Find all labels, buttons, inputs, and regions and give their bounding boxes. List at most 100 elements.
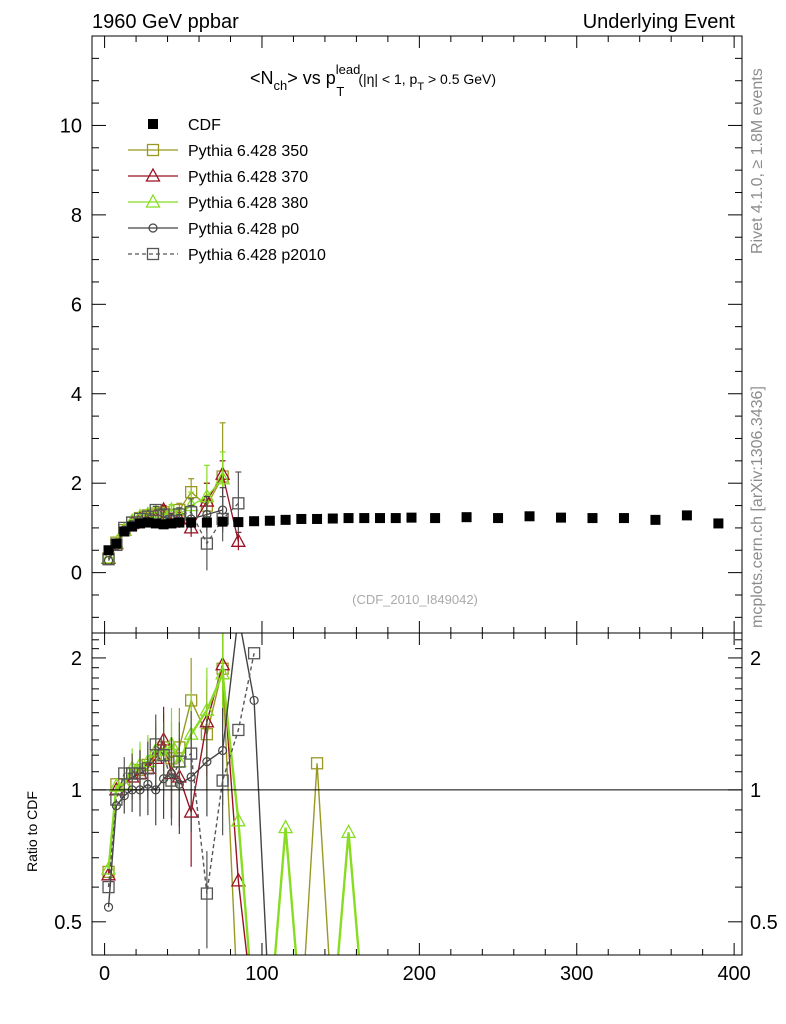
cdf-data-point [201, 517, 212, 528]
ratio-data-point [102, 880, 115, 894]
ratio-data-point [216, 774, 229, 787]
main-y-tick-label: 10 [60, 115, 82, 137]
cdf-data-point [713, 518, 724, 529]
ratio-data-point [232, 723, 245, 737]
ratio-data-point [119, 791, 129, 801]
cdf-data-point [150, 518, 161, 529]
ratio-data-point [110, 793, 123, 806]
cdf-data-point [681, 510, 692, 521]
cdf-data-point [166, 518, 177, 529]
x-tick-label: 400 [717, 963, 750, 985]
ratio-y-tick-label-left: 0.5 [54, 912, 82, 934]
ratio-panel-plot-area [100, 633, 361, 955]
legend-entry-6: Pythia 6.428 p2010 [128, 247, 326, 264]
cdf-data-point [296, 513, 307, 524]
cdf-data-point [186, 517, 197, 528]
main-y-tick-label: 2 [71, 473, 82, 495]
legend-label: CDF [188, 117, 221, 134]
cdf-data-point [493, 513, 504, 524]
title-sup-lead: lead [336, 62, 361, 77]
legend-entry-4: Pythia 6.428 380 [128, 193, 308, 212]
ratio-data-point [202, 757, 212, 767]
cdf-data-point [390, 513, 401, 524]
analysis-watermark: (CDF_2010_I849042) [352, 592, 478, 607]
main-y-tick-label: 4 [71, 384, 82, 406]
main-series-cdf [103, 510, 724, 556]
cdf-data-point [461, 512, 472, 523]
main-data-point [230, 532, 246, 547]
cdf-data-point [524, 511, 535, 522]
main-data-point [200, 537, 214, 550]
ratio-series-line [107, 668, 330, 955]
legend-marker [145, 193, 161, 208]
main-y-tick-label: 0 [71, 563, 82, 585]
legend-label: Pythia 6.428 380 [188, 195, 308, 212]
legend-entry-1: CDF [148, 117, 221, 134]
axes: 0 100 200 300 400 0 2 4 6 8 10 0.5 0.5 1 1 2 2 [54, 35, 778, 985]
main-panel-plot-area [100, 422, 724, 571]
main-y-tick-label: 8 [71, 205, 82, 227]
legend-entry-3: Pythia 6.428 370 [128, 167, 308, 186]
ratio-data-point [141, 762, 155, 775]
ratio-data-point [249, 695, 259, 706]
header-right: Underlying Event [583, 11, 736, 33]
legend-entry-2: Pythia 6.428 350 [128, 143, 308, 160]
x-tick-label: 200 [403, 963, 436, 985]
cdf-data-point [119, 526, 130, 537]
chart-title: <Nch> vs plead T(|η| < 1, pT > 0.5 GeV) [250, 62, 496, 99]
title-mid: > vs p [287, 68, 336, 88]
ratio-data-point [200, 887, 214, 900]
ratio-y-tick-label-right: 2 [750, 648, 761, 670]
cdf-data-point [375, 513, 386, 524]
ratio-series-line [107, 664, 248, 955]
ratio-series-5 [102, 647, 261, 949]
ratio-panel-frame [91, 632, 743, 956]
main-y-tick-label: 6 [71, 294, 82, 316]
ratio-series-3 [100, 633, 361, 955]
cdf-data-point [142, 517, 153, 528]
x-tick-label: 100 [245, 963, 278, 985]
cdf-data-point [158, 519, 169, 530]
cdf-data-point [618, 513, 629, 524]
main-data-point [232, 497, 245, 510]
title-sub-t: T [336, 84, 344, 99]
legend: CDF Pythia 6.428 350 Pythia 6.428 370 Pythi… [128, 117, 326, 264]
ratio-data-point [215, 665, 231, 680]
ratio-y-tick-label-left: 1 [71, 780, 82, 802]
cdf-data-point [280, 514, 291, 525]
cdf-data-point [127, 521, 138, 532]
cdf-data-point [587, 513, 598, 524]
title-sub-ch: ch [274, 78, 288, 93]
cdf-data-point [312, 513, 323, 524]
cdf-data-point [233, 517, 244, 528]
ratio-data-point [185, 747, 198, 760]
ratio-series-line [107, 633, 268, 955]
ratio-data-point [125, 767, 139, 780]
legend-entry-5: Pythia 6.428 p0 [128, 221, 299, 238]
ratio-data-point [277, 819, 294, 834]
main-data-point [100, 549, 117, 564]
ratio-y-tick-label-right: 0.5 [750, 912, 778, 934]
legend-label: Pythia 6.428 370 [188, 169, 308, 186]
cdf-data-point [359, 513, 370, 524]
cdf-data-point [103, 545, 114, 556]
main-data-point [215, 470, 231, 485]
ratio-data-point [118, 767, 131, 780]
legend-marker [148, 119, 158, 129]
cdf-data-point [556, 512, 567, 523]
cdf-data-point [430, 513, 441, 524]
cdf-data-point [406, 512, 417, 523]
legend-marker [146, 247, 160, 261]
ratio-data-point [103, 902, 114, 912]
cdf-data-point [264, 515, 275, 526]
legend-label: Pythia 6.428 p2010 [188, 247, 326, 264]
cdf-data-point [249, 516, 260, 527]
cdf-data-point [650, 514, 661, 525]
ratio-data-point [149, 738, 162, 751]
x-tick-label: 300 [560, 963, 593, 985]
ratio-data-point [157, 749, 170, 762]
legend-marker [146, 143, 160, 157]
ratio-data-point [173, 755, 186, 768]
cdf-data-point [217, 516, 228, 527]
